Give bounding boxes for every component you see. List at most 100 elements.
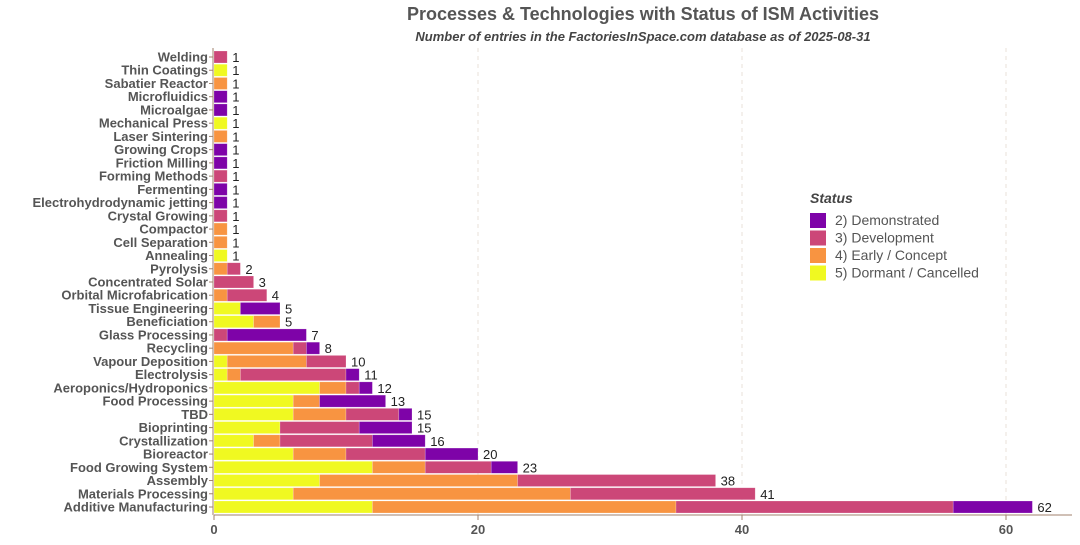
category-label: Thin Coatings — [121, 63, 208, 78]
total-label: 38 — [721, 474, 735, 489]
bar-segment — [306, 355, 347, 368]
bar-segment — [240, 368, 347, 381]
legend-swatch — [810, 213, 826, 228]
bar-segment — [213, 90, 228, 104]
bar-segment — [226, 355, 307, 368]
total-label: 16 — [430, 434, 444, 449]
category-label: TBD — [181, 407, 208, 422]
category-label: Electrohydrodynamic jetting — [32, 195, 208, 210]
total-label: 1 — [232, 143, 239, 158]
bar-segment — [306, 341, 320, 355]
total-label: 1 — [232, 169, 239, 184]
bar-segment — [226, 328, 307, 342]
bar-segment — [253, 434, 281, 448]
bar-segment — [213, 341, 294, 355]
bar-segment — [213, 50, 228, 64]
bar-segment — [213, 447, 294, 461]
bar-segment — [213, 262, 228, 276]
legend-entry: 5) Dormant / Cancelled — [835, 265, 979, 281]
bar-segment — [213, 63, 228, 77]
total-label: 15 — [417, 407, 431, 422]
bar-segment — [358, 381, 373, 395]
bar-segment — [213, 434, 254, 448]
total-label: 1 — [232, 249, 239, 264]
total-label: 23 — [523, 460, 537, 475]
bar-segment — [372, 500, 677, 514]
bar-segment — [213, 288, 228, 302]
bar-segment — [213, 394, 294, 408]
bar-segment — [292, 341, 307, 355]
bar-segment — [213, 500, 373, 514]
bar-segment — [226, 368, 241, 381]
legend-swatch — [810, 230, 826, 246]
bar-segment — [358, 421, 413, 434]
category-label: Mechanical Press — [99, 116, 208, 131]
category-label: Food Processing — [103, 394, 209, 409]
bar-segment — [213, 130, 228, 143]
bar-segment — [213, 209, 228, 223]
bar-segment — [952, 500, 1033, 514]
category-label: Food Growing System — [70, 460, 208, 475]
category-label: Bioprinting — [139, 420, 208, 435]
bar-segment — [345, 368, 360, 381]
bar-segment — [226, 288, 268, 302]
bar-segment — [345, 381, 360, 395]
bar-segment — [213, 235, 228, 249]
bar-segment — [292, 408, 347, 421]
bar-segment — [490, 460, 518, 474]
bar-segment — [213, 381, 320, 395]
bar-segment — [213, 315, 254, 329]
bar-segment — [213, 196, 228, 209]
category-label: Glass Processing — [99, 327, 208, 342]
total-label: 1 — [232, 116, 239, 131]
total-label: 20 — [483, 447, 497, 462]
category-label: Crystal Growing — [108, 208, 208, 223]
total-label: 3 — [259, 275, 266, 290]
bar-segment — [319, 394, 386, 408]
bar-segment — [319, 381, 347, 395]
bar-segment — [424, 460, 492, 474]
category-label: Forming Methods — [99, 169, 208, 184]
bar-segment — [213, 249, 228, 262]
category-label: Electrolysis — [135, 367, 208, 382]
category-label: Materials Processing — [78, 486, 208, 501]
bar-segment — [292, 487, 571, 501]
total-label: 1 — [232, 156, 239, 171]
bar-segment — [213, 355, 228, 368]
bar-segment — [253, 315, 281, 329]
total-label: 1 — [232, 129, 239, 144]
category-label: Tissue Engineering — [88, 301, 208, 316]
x-tick-label: 60 — [999, 522, 1013, 537]
category-label: Pyrolysis — [150, 261, 208, 276]
bar-segment — [319, 474, 518, 487]
chart-title: Processes & Technologies with Status of … — [407, 4, 879, 24]
total-label: 4 — [272, 288, 279, 303]
total-label: 62 — [1037, 500, 1051, 515]
bar-segment — [570, 487, 756, 501]
total-label: 2 — [245, 262, 252, 277]
legend-title: Status — [810, 190, 853, 206]
bar-segment — [213, 183, 228, 196]
category-label: Beneficiation — [126, 314, 208, 329]
total-label: 11 — [364, 368, 378, 383]
x-tick-label: 40 — [735, 522, 749, 537]
bar-segment — [345, 447, 426, 461]
bar-segment — [345, 408, 400, 421]
total-label: 5 — [285, 315, 292, 330]
bar-segment — [213, 77, 228, 90]
category-label: Aeroponics/Hydroponics — [53, 380, 208, 395]
category-label: Crystallization — [119, 433, 208, 448]
bar-segment — [517, 474, 716, 487]
bar-segment — [213, 156, 228, 170]
bar-segment — [213, 460, 373, 474]
category-label: Cell Separation — [113, 235, 208, 250]
total-label: 8 — [325, 341, 332, 356]
bar-segment — [372, 460, 426, 474]
bar-segment — [213, 474, 320, 487]
bar-segment — [213, 169, 228, 183]
bar-segment — [398, 408, 413, 421]
x-tick-label: 0 — [210, 522, 217, 537]
category-label: Friction Milling — [116, 155, 208, 170]
category-label: Fermenting — [137, 182, 208, 197]
